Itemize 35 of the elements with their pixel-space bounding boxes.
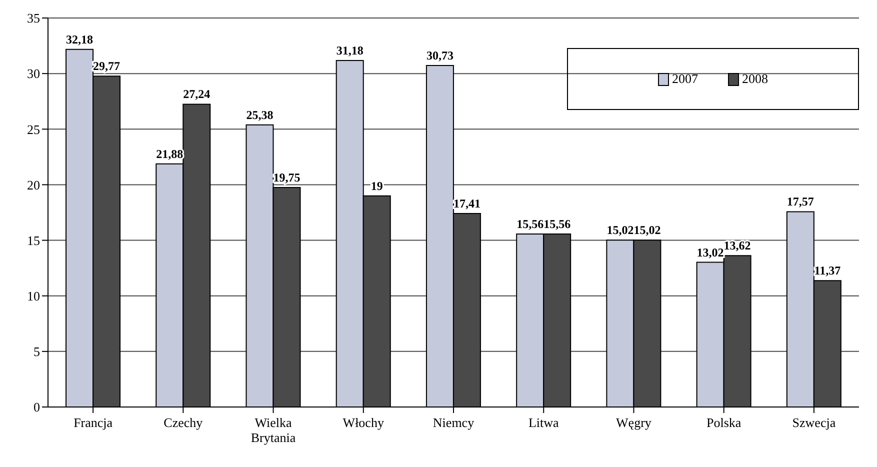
data-label: 32,18 <box>66 32 94 46</box>
x-tick-label: Węgry <box>616 415 652 430</box>
data-label: 15,56 <box>544 217 571 232</box>
y-tick-label: 25 <box>27 122 40 137</box>
x-tick-label: Polska <box>706 415 742 430</box>
x-tick-label: Litwa <box>528 415 559 430</box>
data-label: 29,77 <box>93 59 120 74</box>
data-label: 17,41 <box>453 196 480 210</box>
y-tick-label: 15 <box>27 232 40 248</box>
x-tick-label: Francja <box>74 415 113 430</box>
y-tick-label: 5 <box>34 344 40 360</box>
y-tick-label: 30 <box>27 66 40 82</box>
x-tick-label: Wielka Brytania <box>250 415 296 445</box>
legend-label: 2008 <box>742 71 768 87</box>
x-tick-label: Czechy <box>164 415 204 430</box>
data-label: 13,02 <box>696 245 724 260</box>
x-tick-label: Włochy <box>342 415 384 430</box>
data-label: 25,38 <box>246 108 274 122</box>
data-label: 30,73 <box>426 48 454 62</box>
data-label: 19,75 <box>273 170 300 184</box>
x-tick-label: Niemcy <box>432 415 475 430</box>
data-label: 17,57 <box>786 194 814 209</box>
data-label: 13,62 <box>724 238 751 253</box>
data-label: 31,18 <box>336 43 364 58</box>
legend-label: 2007 <box>672 71 698 87</box>
y-tick-label: 20 <box>27 177 40 192</box>
data-label: 11,37 <box>814 264 841 278</box>
data-label: 15,02 <box>606 223 634 238</box>
y-tick-label: 10 <box>27 288 40 304</box>
data-label: 27,24 <box>183 87 210 102</box>
data-label: 15,02 <box>634 223 661 238</box>
y-tick-label: 35 <box>27 10 40 26</box>
data-label: 15,56 <box>516 217 544 232</box>
y-tick-label: 0 <box>34 400 40 415</box>
x-tick-label: Szwecja <box>792 415 836 430</box>
